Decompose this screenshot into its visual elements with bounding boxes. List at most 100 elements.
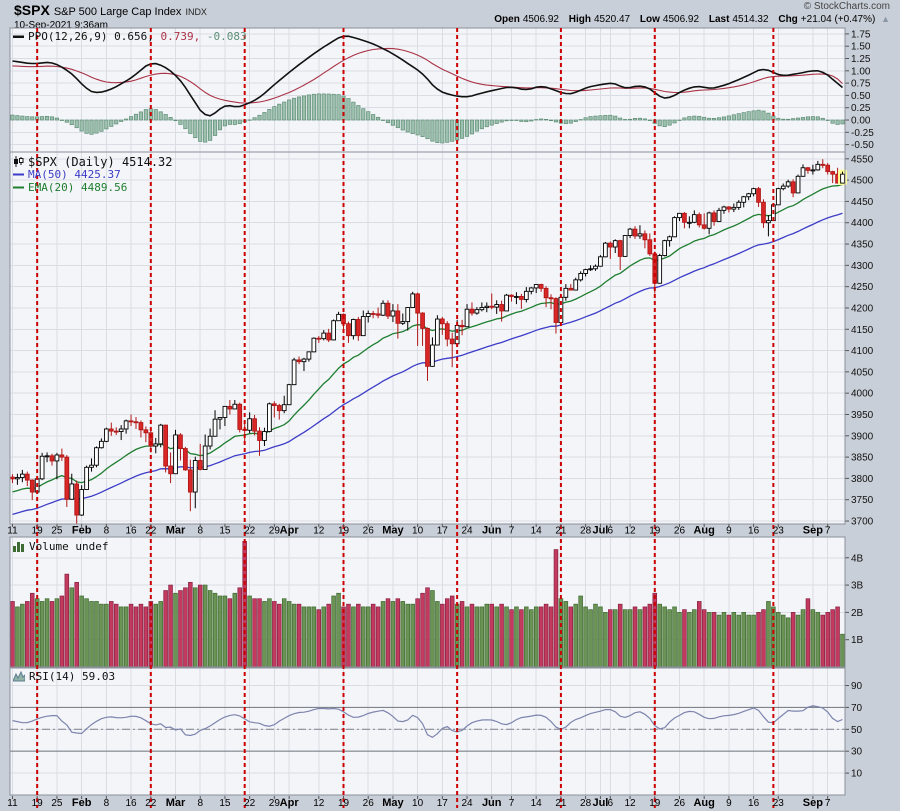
svg-text:22: 22 bbox=[145, 798, 157, 809]
svg-text:1.50: 1.50 bbox=[851, 42, 871, 53]
svg-text:6: 6 bbox=[608, 798, 614, 809]
rsi-label: RSI(14) bbox=[29, 670, 76, 683]
svg-text:19: 19 bbox=[338, 526, 350, 537]
svg-text:8: 8 bbox=[104, 798, 110, 809]
price-title: $SPX (Daily) bbox=[28, 154, 115, 169]
svg-text:0.00: 0.00 bbox=[851, 116, 871, 127]
svg-text:Feb: Feb bbox=[72, 797, 92, 809]
svg-text:11: 11 bbox=[7, 526, 18, 537]
svg-text:4400: 4400 bbox=[851, 218, 874, 229]
svg-text:24: 24 bbox=[461, 526, 473, 537]
ema20-label: EMA(20) 4489.56 bbox=[28, 181, 128, 194]
svg-text:1.00: 1.00 bbox=[851, 66, 871, 77]
svg-text:23: 23 bbox=[773, 798, 785, 809]
svg-text:4300: 4300 bbox=[851, 261, 874, 272]
svg-text:1B: 1B bbox=[851, 635, 864, 646]
svg-text:22: 22 bbox=[145, 526, 157, 537]
svg-text:8: 8 bbox=[197, 798, 203, 809]
svg-text:Apr: Apr bbox=[280, 525, 300, 537]
svg-text:50: 50 bbox=[851, 725, 863, 736]
svg-text:9: 9 bbox=[726, 526, 732, 537]
low-label: Low bbox=[639, 14, 660, 25]
svg-text:28: 28 bbox=[580, 798, 592, 809]
ma50-label: MA(50) 4425.37 bbox=[28, 168, 121, 181]
svg-text:29: 29 bbox=[269, 798, 281, 809]
svg-text:May: May bbox=[382, 797, 404, 809]
svg-text:1.25: 1.25 bbox=[851, 54, 871, 65]
svg-text:21: 21 bbox=[555, 798, 567, 809]
svg-text:3750: 3750 bbox=[851, 495, 874, 506]
ppo-value: 0.656, bbox=[114, 30, 154, 43]
chart-canvas: 1.751.501.251.000.750.500.250.00-0.25-0.… bbox=[7, 27, 874, 809]
copyright: © StockCharts.com bbox=[803, 1, 890, 12]
svg-text:70: 70 bbox=[851, 703, 863, 714]
svg-text:12: 12 bbox=[625, 798, 637, 809]
open-value: 4506.92 bbox=[522, 14, 559, 25]
svg-text:15: 15 bbox=[219, 798, 231, 809]
svg-text:24: 24 bbox=[461, 798, 473, 809]
chg-label: Chg bbox=[778, 14, 798, 25]
svg-text:Aug: Aug bbox=[693, 525, 714, 537]
ppo-legend: PPO(12,26,9) 0.656, 0.739, -0.083 bbox=[13, 30, 247, 43]
svg-text:90: 90 bbox=[851, 681, 863, 692]
svg-text:26: 26 bbox=[674, 798, 686, 809]
svg-text:22: 22 bbox=[244, 526, 256, 537]
svg-text:15: 15 bbox=[219, 526, 231, 537]
svg-text:4150: 4150 bbox=[851, 325, 874, 336]
svg-text:4100: 4100 bbox=[851, 346, 874, 357]
title-line: $SPX S&P 500 Large Cap Index INDX bbox=[14, 2, 207, 20]
svg-text:3950: 3950 bbox=[851, 410, 874, 421]
svg-text:0.75: 0.75 bbox=[851, 79, 871, 90]
svg-text:3700: 3700 bbox=[851, 517, 874, 528]
svg-text:23: 23 bbox=[773, 526, 785, 537]
svg-text:4B: 4B bbox=[851, 553, 864, 564]
svg-text:19: 19 bbox=[649, 798, 661, 809]
svg-text:4200: 4200 bbox=[851, 303, 874, 314]
high-label: High bbox=[568, 14, 591, 25]
svg-text:7: 7 bbox=[825, 798, 831, 809]
svg-text:17: 17 bbox=[437, 798, 449, 809]
svg-text:26: 26 bbox=[363, 798, 375, 809]
last-label: Last bbox=[708, 14, 730, 25]
up-arrow-icon: ▲ bbox=[881, 14, 890, 24]
svg-text:4050: 4050 bbox=[851, 367, 874, 378]
header-left: $SPX S&P 500 Large Cap Index INDX 10-Sep-2… bbox=[14, 2, 207, 31]
svg-text:19: 19 bbox=[32, 526, 44, 537]
header-right: © StockCharts.com Open 4506.92 High 4520.4… bbox=[487, 1, 890, 25]
svg-text:12: 12 bbox=[313, 526, 325, 537]
chg-value: +21.04 (+0.47%) bbox=[800, 14, 876, 25]
svg-text:16: 16 bbox=[748, 526, 760, 537]
svg-text:Jun: Jun bbox=[482, 797, 502, 809]
datetime-label: 10-Sep-2021 9:36am bbox=[14, 20, 108, 31]
svg-text:0.50: 0.50 bbox=[851, 91, 871, 102]
svg-text:16: 16 bbox=[748, 798, 760, 809]
svg-text:-0.50: -0.50 bbox=[851, 140, 874, 151]
svg-text:14: 14 bbox=[531, 798, 543, 809]
volume-value: undef bbox=[75, 540, 109, 553]
svg-text:30: 30 bbox=[851, 747, 863, 758]
volume-bars-icon bbox=[13, 541, 25, 552]
svg-text:26: 26 bbox=[363, 526, 375, 537]
svg-text:7: 7 bbox=[825, 526, 831, 537]
svg-text:3800: 3800 bbox=[851, 474, 874, 485]
exchange-label: INDX bbox=[185, 7, 207, 17]
price-last: 4514.32 bbox=[121, 154, 173, 169]
low-value: 4506.92 bbox=[662, 14, 700, 25]
svg-text:11: 11 bbox=[7, 798, 18, 809]
svg-text:14: 14 bbox=[531, 526, 543, 537]
svg-text:May: May bbox=[382, 525, 404, 537]
volume-label: Volume bbox=[29, 540, 69, 553]
svg-text:2B: 2B bbox=[851, 608, 864, 619]
svg-text:16: 16 bbox=[125, 526, 137, 537]
svg-text:17: 17 bbox=[437, 526, 449, 537]
svg-text:28: 28 bbox=[580, 526, 592, 537]
svg-text:19: 19 bbox=[649, 526, 661, 537]
ppo-label: PPO(12,26,9) bbox=[28, 30, 108, 43]
svg-text:7: 7 bbox=[509, 798, 515, 809]
svg-text:Sep: Sep bbox=[803, 797, 823, 809]
svg-text:12: 12 bbox=[313, 798, 325, 809]
svg-text:Sep: Sep bbox=[803, 525, 823, 537]
svg-text:12: 12 bbox=[625, 526, 637, 537]
ppo-signal-value: 0.739, bbox=[160, 30, 201, 43]
